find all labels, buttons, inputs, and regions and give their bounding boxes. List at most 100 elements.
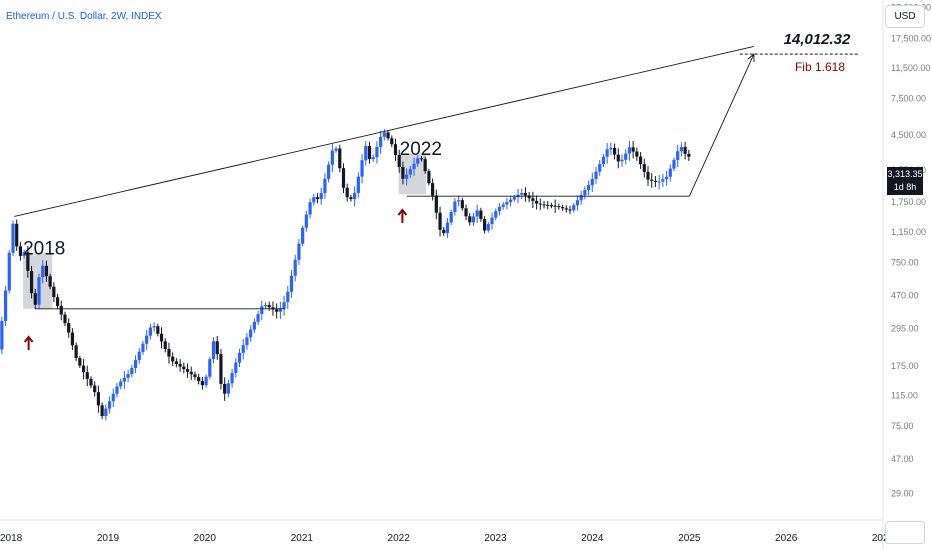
y-tick-label: 75.00 bbox=[891, 421, 914, 431]
y-tick-label: 295.00 bbox=[891, 324, 919, 334]
candle-body bbox=[475, 210, 479, 217]
candle-body bbox=[382, 132, 386, 137]
y-tick-label: 750.00 bbox=[891, 257, 919, 267]
candle-body bbox=[78, 358, 82, 366]
currency-button[interactable]: USD bbox=[885, 5, 925, 28]
candle-body bbox=[122, 377, 126, 382]
candle-body bbox=[598, 164, 602, 172]
candle-body bbox=[627, 147, 632, 154]
current-price-badge: 3,313.35 1d 8h bbox=[887, 167, 923, 195]
candle-body bbox=[89, 378, 93, 386]
candle-body bbox=[687, 153, 691, 157]
candle-body bbox=[197, 377, 201, 382]
candle-body bbox=[560, 207, 565, 209]
candle-body bbox=[393, 144, 398, 156]
y-tick-label: 470.00 bbox=[891, 291, 919, 301]
candle-body bbox=[508, 199, 513, 203]
drawing-lines bbox=[14, 46, 859, 310]
candle-body bbox=[119, 381, 123, 387]
candle-body bbox=[653, 180, 658, 182]
candle-body bbox=[130, 368, 134, 375]
y-tick-label: 175.00 bbox=[891, 361, 919, 371]
projection-arrowhead bbox=[747, 53, 755, 63]
candle-body bbox=[93, 385, 97, 393]
candle-body bbox=[612, 147, 617, 155]
candle-body bbox=[575, 200, 580, 206]
candle-body bbox=[230, 372, 234, 384]
candle-body bbox=[107, 401, 112, 409]
candle-body bbox=[568, 209, 572, 211]
candle-body bbox=[211, 341, 216, 360]
candle-body bbox=[59, 305, 63, 315]
candle-body bbox=[208, 359, 212, 377]
candle-body bbox=[620, 159, 624, 162]
candle-body bbox=[3, 290, 8, 322]
candle-body bbox=[601, 156, 606, 165]
candle-body bbox=[137, 351, 141, 360]
bar-countdown: 1d 8h bbox=[893, 182, 917, 192]
y-tick-label: 29.00 bbox=[891, 489, 914, 499]
settings-corner-button[interactable] bbox=[885, 521, 925, 544]
candle-body bbox=[624, 153, 628, 160]
fib-label: Fib 1.618 bbox=[795, 60, 845, 74]
candle-body bbox=[48, 276, 52, 287]
candle-body bbox=[379, 136, 383, 148]
candle-body bbox=[104, 408, 108, 417]
x-tick-label: 2019 bbox=[97, 533, 120, 544]
x-tick-label: 2020 bbox=[194, 533, 217, 544]
candle-body bbox=[219, 354, 223, 384]
candle-body bbox=[586, 185, 591, 191]
y-tick-label: 115.00 bbox=[891, 391, 918, 401]
candle-body bbox=[74, 345, 78, 359]
candle-body bbox=[345, 187, 349, 198]
candle-body bbox=[468, 216, 472, 223]
candle-body bbox=[289, 275, 294, 292]
candle-body bbox=[434, 195, 438, 213]
candle-body bbox=[683, 147, 687, 154]
candle-body bbox=[594, 171, 598, 179]
candle-body bbox=[275, 309, 279, 312]
candle-body bbox=[356, 176, 360, 194]
up-arrow-head bbox=[397, 208, 408, 216]
candle-body bbox=[185, 369, 190, 372]
candle-body bbox=[249, 329, 253, 338]
x-tick-label: 2023 bbox=[484, 533, 507, 544]
candle-body bbox=[100, 405, 104, 417]
candle-body bbox=[44, 265, 49, 277]
candle-body bbox=[364, 146, 368, 161]
candle-body bbox=[286, 291, 290, 303]
candle-body bbox=[260, 306, 264, 315]
candle-body bbox=[512, 197, 516, 200]
candle-body bbox=[572, 205, 576, 211]
candle-body bbox=[564, 208, 568, 210]
candle-body bbox=[386, 132, 390, 139]
candle-body bbox=[204, 376, 208, 386]
x-tick-label: 2022 bbox=[388, 533, 411, 544]
candle-body bbox=[245, 337, 249, 346]
candle-body bbox=[397, 155, 401, 167]
candle-body bbox=[679, 147, 684, 152]
candle-body bbox=[405, 174, 409, 179]
candle-body bbox=[81, 365, 86, 373]
candle-body bbox=[178, 363, 182, 367]
candle-body bbox=[341, 168, 346, 188]
candle-body bbox=[638, 156, 643, 165]
candle-body bbox=[293, 259, 297, 276]
candle-body bbox=[41, 265, 45, 278]
candle-body bbox=[676, 151, 680, 160]
candle-body bbox=[427, 171, 431, 184]
candle-body bbox=[167, 349, 171, 357]
candle-body bbox=[327, 164, 331, 179]
candle-body bbox=[315, 197, 320, 200]
candle-body bbox=[471, 216, 476, 223]
candle-body bbox=[308, 202, 312, 215]
candle-body bbox=[661, 179, 665, 182]
candle-body bbox=[297, 243, 301, 260]
candle-body bbox=[423, 159, 427, 172]
candle-body bbox=[234, 362, 238, 373]
candle-body bbox=[15, 223, 19, 247]
current-price-value: 3,313.35 bbox=[887, 169, 923, 179]
candle-body bbox=[431, 183, 435, 196]
candle-body bbox=[223, 383, 227, 394]
